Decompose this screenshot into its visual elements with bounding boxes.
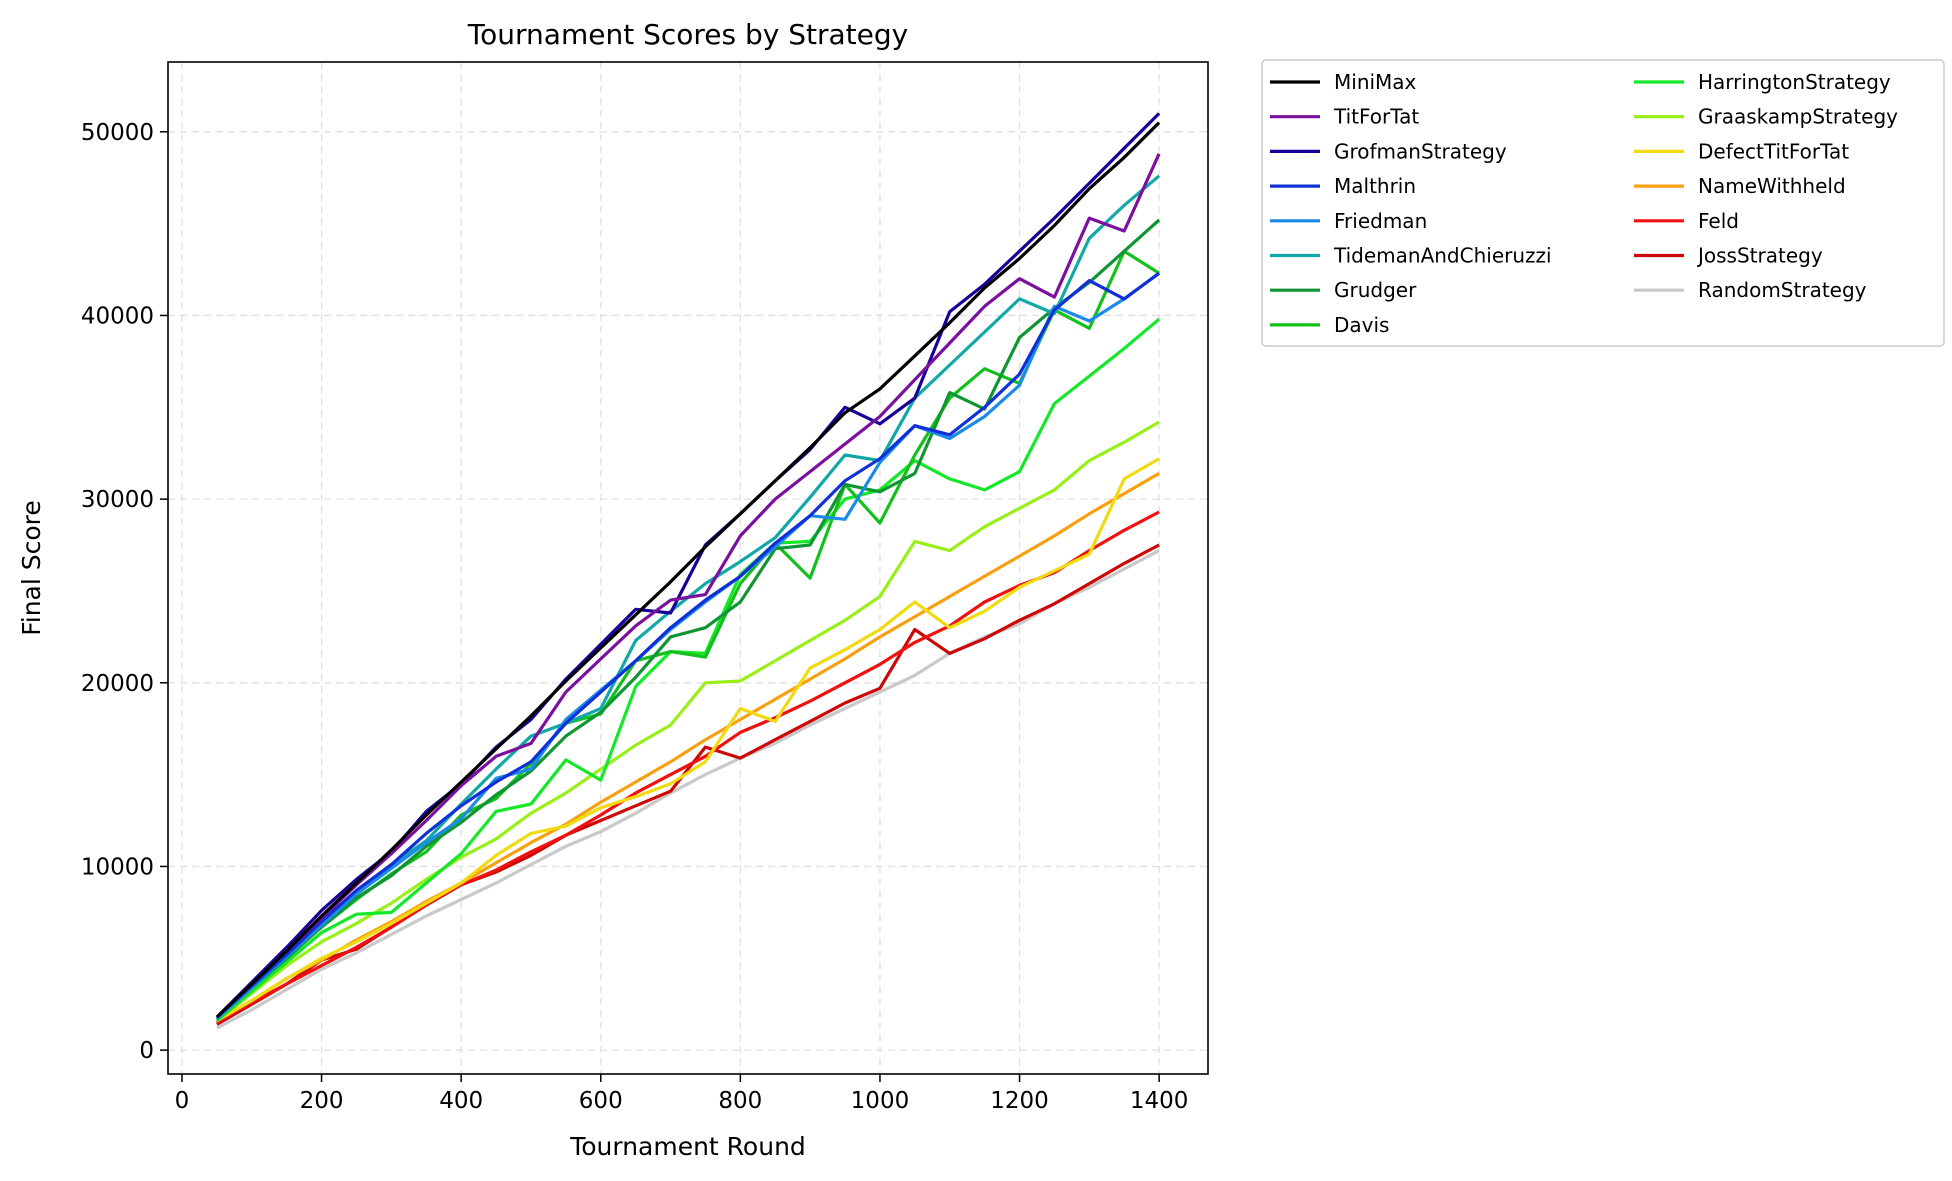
x-tick-label: 1400 [1130, 1088, 1189, 1114]
x-tick-label: 400 [439, 1088, 483, 1114]
series-layer [215, 112, 1161, 1030]
legend-label: GrofmanStrategy [1334, 139, 1507, 163]
y-tick-label: 30000 [81, 487, 154, 513]
series-line-feld [216, 510, 1160, 1024]
x-tick-label: 600 [579, 1088, 623, 1114]
legend-label: Feld [1698, 209, 1739, 233]
legend-label: Friedman [1334, 209, 1427, 233]
x-tick-label: 200 [300, 1088, 344, 1114]
y-tick-label: 0 [139, 1038, 154, 1064]
plot-frame [167, 61, 1209, 1075]
series-line-malthrin [215, 271, 1161, 1019]
legend-label: JossStrategy [1696, 244, 1823, 268]
legend-label: TitForTat [1333, 105, 1419, 129]
grid-layer [168, 62, 1208, 1074]
legend-label: GraaskampStrategy [1698, 105, 1898, 129]
tick-layer: 0 200 400 600 800 1000 1200 1400 0 10000 20000 3000… [81, 120, 1189, 1114]
series-line-harringtonstrategy [215, 317, 1161, 1022]
series-line-minimax [215, 121, 1161, 1019]
legend-frame [1261, 59, 1945, 347]
y-tick-label: 50000 [81, 120, 154, 146]
x-tick-label: 0 [175, 1088, 190, 1114]
series-line-defecttitfortat [216, 457, 1160, 1023]
legend-label: Davis [1334, 313, 1389, 337]
series-line-titfortat [215, 153, 1161, 1019]
legend-label: Grudger [1334, 278, 1417, 302]
x-tick-label: 800 [718, 1088, 762, 1114]
series-line-grudger [215, 218, 1161, 1021]
legend: MiniMax TitForTat GrofmanStrategy Malthrin F… [1261, 59, 1945, 347]
x-axis-label: Tournament Round [569, 1132, 806, 1161]
legend-label: DefectTitForTat [1698, 139, 1849, 163]
series-line-namewithheld [216, 472, 1160, 1023]
legend-label: RandomStrategy [1698, 278, 1867, 302]
x-tick-label: 1000 [851, 1088, 910, 1114]
y-axis-label: Final Score [17, 500, 46, 636]
y-tick-label: 20000 [81, 671, 154, 697]
legend-label: TidemanAndChieruzzi [1333, 244, 1552, 268]
legend-label: NameWithheld [1698, 174, 1846, 198]
y-tick-label: 10000 [81, 854, 154, 880]
legend-label: Malthrin [1334, 174, 1416, 198]
chart-title: Tournament Scores by Strategy [467, 18, 908, 51]
legend-label: HarringtonStrategy [1698, 70, 1891, 94]
legend-label: MiniMax [1334, 70, 1417, 94]
x-tick-label: 1200 [990, 1088, 1049, 1114]
y-tick-label: 40000 [81, 303, 154, 329]
